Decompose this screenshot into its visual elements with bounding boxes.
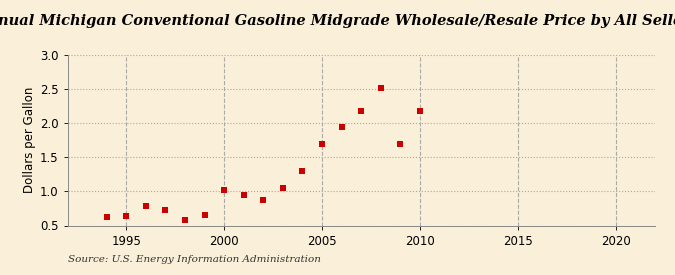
Point	[317, 141, 327, 146]
Point	[160, 208, 171, 213]
Text: Annual Michigan Conventional Gasoline Midgrade Wholesale/Resale Price by All Sel: Annual Michigan Conventional Gasoline Mi…	[0, 14, 675, 28]
Point	[395, 141, 406, 146]
Point	[375, 86, 386, 90]
Point	[101, 215, 112, 219]
Point	[121, 214, 132, 218]
Point	[277, 186, 288, 190]
Point	[219, 188, 230, 192]
Y-axis label: Dollars per Gallon: Dollars per Gallon	[23, 87, 36, 193]
Point	[414, 109, 425, 113]
Point	[297, 169, 308, 173]
Point	[140, 204, 151, 209]
Point	[336, 124, 347, 129]
Point	[258, 197, 269, 202]
Point	[199, 213, 210, 218]
Point	[356, 109, 367, 113]
Text: Source: U.S. Energy Information Administration: Source: U.S. Energy Information Administ…	[68, 255, 321, 264]
Point	[180, 218, 190, 222]
Point	[238, 192, 249, 197]
